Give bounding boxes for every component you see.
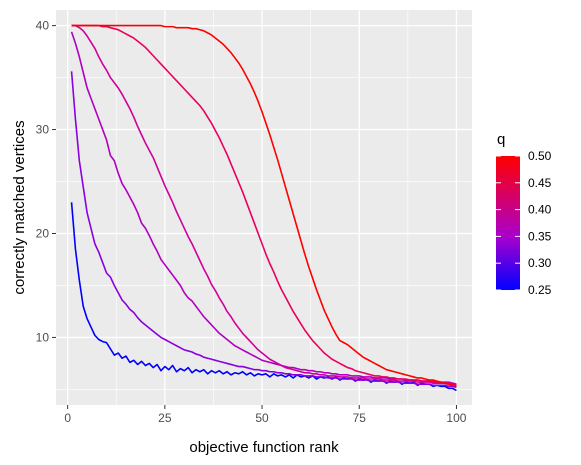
y-tick-label: 30 <box>36 123 50 137</box>
y-tick-label: 10 <box>36 330 50 344</box>
legend-label: 0.35 <box>528 229 552 243</box>
series-line-q-0-3 <box>70 71 457 389</box>
x-axis-title: objective function rank <box>189 439 339 456</box>
y-tick-label: 40 <box>36 19 50 33</box>
series-line-q-0-45 <box>71 24 457 386</box>
y-axis: 10 20 30 40 <box>36 19 56 344</box>
y-tick-label: 20 <box>36 226 50 240</box>
x-tick-label: 50 <box>255 411 269 425</box>
x-axis: 0 25 50 75 100 <box>64 405 467 425</box>
series-line-q-0-35 <box>70 31 457 385</box>
x-tick-label: 25 <box>158 411 172 425</box>
minor-gridlines <box>56 10 472 405</box>
legend-label: 0.25 <box>528 283 552 297</box>
legend-colorbar <box>496 156 520 290</box>
legend-label: 0.50 <box>528 149 552 163</box>
series-line-q-0-5 <box>71 24 457 388</box>
legend-label: 0.40 <box>528 203 552 217</box>
plot-panel <box>56 10 472 405</box>
legend-title: q <box>497 131 505 148</box>
legend-ticks: 0.50 0.45 0.40 0.35 0.30 0.25 <box>496 149 552 297</box>
x-tick-label: 0 <box>64 411 71 425</box>
legend-label: 0.30 <box>528 256 552 270</box>
x-tick-label: 75 <box>353 411 367 425</box>
series-line-q-0-4 <box>71 24 457 387</box>
y-axis-title: correctly matched vertices <box>11 120 28 294</box>
series-lines <box>70 24 457 392</box>
x-tick-label: 100 <box>446 411 466 425</box>
legend: q 0.50 0.45 0.40 0.35 0.30 0.25 <box>496 131 552 297</box>
legend-label: 0.45 <box>528 176 552 190</box>
